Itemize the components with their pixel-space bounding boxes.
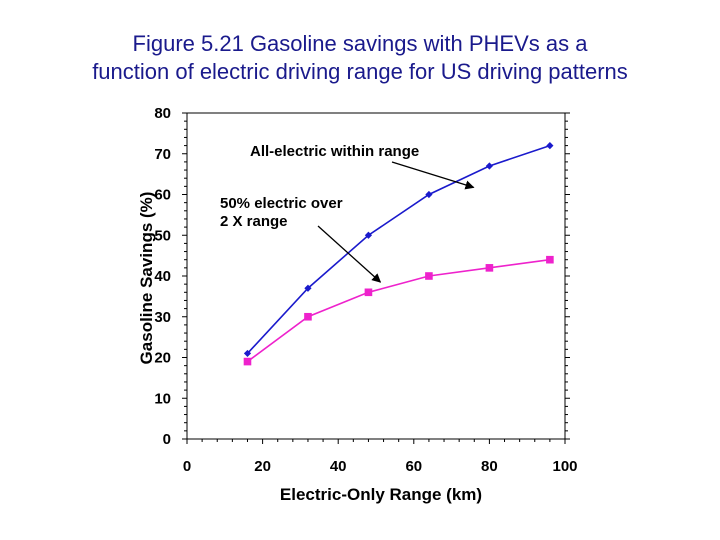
series-line [246, 144, 551, 354]
chart-title-line-2: function of electric driving range for U… [92, 59, 628, 84]
y-tick-label: 30 [154, 309, 171, 326]
series-1 [243, 142, 554, 358]
data-point [425, 190, 433, 199]
plot-area [186, 112, 566, 440]
x-tick-label: 100 [552, 458, 577, 475]
series-line [247, 258, 550, 363]
x-tick-label: 60 [405, 458, 422, 475]
data-point [243, 349, 252, 358]
annotation-arrow [391, 161, 475, 190]
x-tick-label: 20 [254, 458, 271, 475]
y-tick-label: 20 [154, 350, 171, 367]
x-axis-label: Electric-Only Range (km) [280, 485, 482, 504]
axis-ticks [182, 112, 570, 444]
chart-title: Figure 5.21 Gasoline savings with PHEVs … [0, 30, 720, 86]
data-point [243, 357, 252, 366]
x-tick-label: 40 [330, 458, 347, 475]
data-point [485, 162, 493, 170]
tick-labels: 0 10 20 30 40 50 60 70 80 0 20 40 60 80 100 [154, 105, 577, 475]
y-tick-label: 0 [163, 431, 171, 448]
y-tick-label: 50 [154, 227, 171, 244]
data-point [546, 255, 554, 264]
data-point [546, 142, 554, 150]
y-tick-label: 40 [154, 268, 171, 285]
data-point [304, 284, 312, 292]
data-point [304, 312, 312, 321]
annotation-arrow [317, 225, 382, 283]
data-point [425, 272, 433, 280]
y-tick-label: 70 [154, 146, 171, 163]
data-point [485, 264, 494, 272]
y-tick-label: 80 [154, 105, 171, 122]
annotation-1: All-electric within range [250, 143, 475, 190]
data-point [364, 231, 373, 239]
series-layer [243, 142, 554, 366]
y-tick-label: 10 [154, 390, 171, 407]
annotation-text: 2 X range [220, 213, 288, 230]
plot-border [186, 112, 566, 440]
series-2 [243, 255, 554, 366]
y-tick-label: 60 [154, 187, 171, 204]
x-tick-label: 80 [481, 458, 498, 475]
annotation-layer: All-electric within range 50% electric ov… [220, 143, 475, 283]
data-point [364, 288, 373, 297]
x-tick-label: 0 [183, 458, 191, 475]
chart-title-line-1: Figure 5.21 Gasoline savings with PHEVs … [132, 31, 588, 56]
annotation-text: All-electric within range [250, 143, 419, 160]
annotation-text: 50% electric over [220, 195, 343, 212]
y-axis-label: Gasoline Savings (%) [137, 192, 156, 365]
